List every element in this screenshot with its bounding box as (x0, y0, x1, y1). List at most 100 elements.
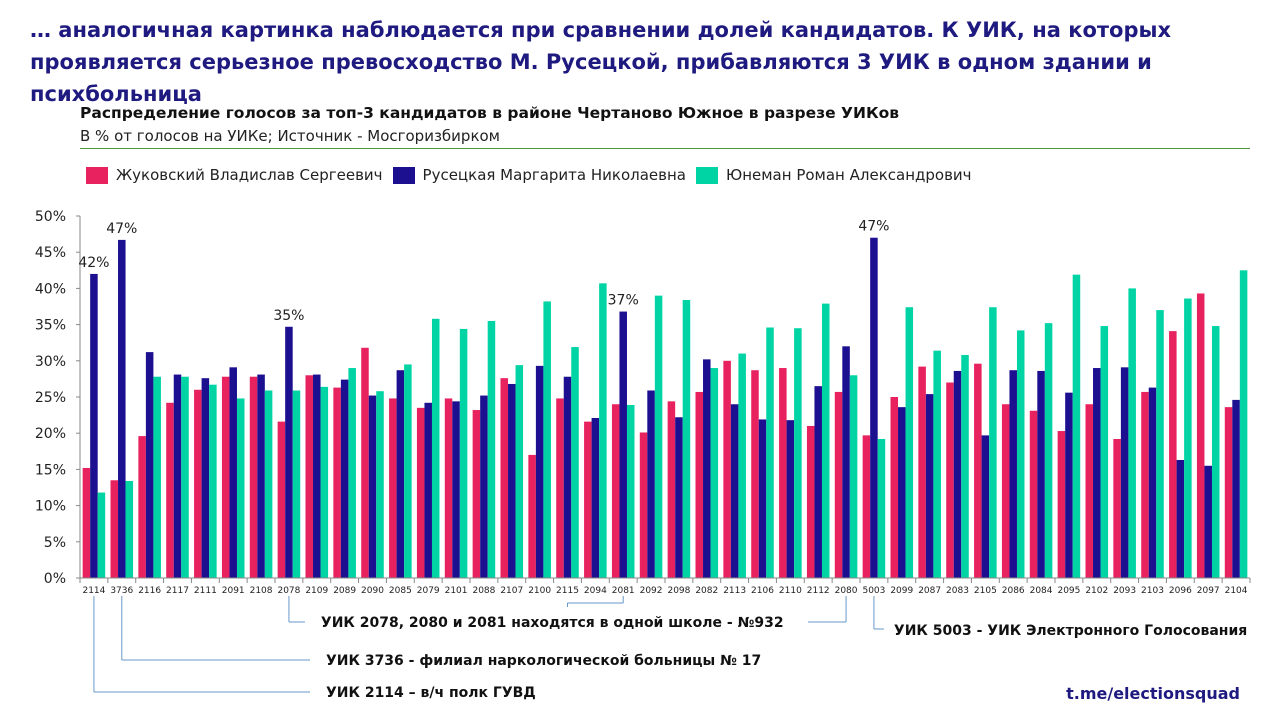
bar (543, 301, 551, 578)
x-tick-label: 2098 (667, 586, 690, 596)
bar (806, 425, 815, 578)
bar (528, 454, 536, 578)
bar (619, 311, 627, 578)
bar (989, 307, 997, 578)
x-tick-label: 2105 (974, 586, 997, 596)
bar (814, 386, 822, 578)
x-tick-label: 2096 (1169, 586, 1192, 596)
bar (376, 391, 384, 578)
legend-swatch-zhukovsky (86, 166, 108, 184)
bar (305, 375, 314, 578)
title-divider (80, 148, 1250, 149)
bar (890, 397, 899, 578)
bar (1196, 293, 1205, 578)
bar (292, 390, 301, 578)
bar (459, 328, 468, 578)
bar (97, 492, 106, 578)
bar (1085, 404, 1094, 578)
bar (779, 368, 787, 578)
bar (918, 366, 926, 578)
bar (277, 421, 286, 578)
bar (599, 283, 607, 578)
x-tick-label: 2100 (528, 586, 551, 596)
bar (264, 390, 273, 578)
x-tick-label: 5003 (862, 586, 885, 596)
bar (236, 398, 245, 578)
bar (487, 320, 496, 578)
bar (1184, 298, 1192, 578)
bar (221, 376, 230, 578)
footer-link[interactable]: t.me/electionsquad (1066, 684, 1240, 703)
bar (313, 374, 321, 578)
bar (1204, 465, 1212, 578)
bar (1057, 431, 1066, 578)
bar (842, 346, 850, 578)
x-tick-label: 2081 (612, 586, 635, 596)
bar (535, 365, 544, 578)
bar (1239, 270, 1248, 578)
bar (877, 438, 886, 578)
x-tick-label: 2110 (779, 586, 802, 596)
bar (675, 417, 683, 578)
legend-label-yuneman: Юнеман Роман Александрович (726, 166, 972, 184)
callout-label: УИК 2078, 2080 и 2081 находятся в одной … (321, 615, 784, 631)
bar (361, 347, 369, 578)
x-tick-label: 2086 (1002, 586, 1025, 596)
bar (1009, 370, 1017, 578)
bar (862, 435, 871, 578)
x-tick-label: 2078 (277, 586, 300, 596)
bar (404, 364, 412, 578)
bar (905, 307, 914, 578)
x-tick-label: 2083 (946, 586, 969, 596)
bar (1148, 387, 1157, 578)
bar (682, 299, 691, 578)
bar (209, 384, 217, 578)
bar (1176, 459, 1185, 578)
x-tick-label: 2108 (250, 586, 273, 596)
bar (166, 402, 174, 578)
bar (695, 391, 704, 578)
bar (257, 374, 265, 578)
bar (794, 328, 802, 578)
bar (626, 404, 635, 578)
bar (591, 417, 600, 578)
bar (639, 432, 648, 578)
bar (834, 391, 843, 578)
bar (1211, 326, 1220, 578)
bar (1001, 404, 1010, 578)
x-tick-label: 3736 (110, 586, 133, 596)
chart-title: Распределение голосов за топ-3 кандидато… (80, 104, 900, 122)
bar (452, 401, 460, 578)
bar (1113, 438, 1121, 578)
x-tick-label: 2097 (1197, 586, 1220, 596)
bar (333, 387, 341, 578)
bar (229, 367, 237, 578)
x-tick-label: 2088 (472, 586, 495, 596)
x-tick-label: 2085 (389, 586, 412, 596)
y-tick-label: 20% (35, 426, 66, 442)
bar (758, 419, 767, 578)
bar (584, 421, 592, 578)
y-tick-label: 40% (35, 281, 66, 297)
bar (738, 353, 746, 578)
x-tick-label: 2099 (890, 586, 913, 596)
bar (981, 435, 990, 578)
data-label: 35% (273, 308, 304, 324)
x-tick-label: 2107 (500, 586, 523, 596)
bar (1100, 326, 1109, 578)
bar (571, 347, 579, 578)
x-tick-label: 2112 (807, 586, 830, 596)
bar (1120, 367, 1129, 578)
x-tick-label: 2102 (1085, 586, 1108, 596)
data-label: 47% (858, 219, 889, 235)
bar (933, 350, 941, 578)
x-tick-label: 2114 (82, 586, 105, 596)
bar (751, 370, 759, 578)
chart-subtitle: В % от голосов на УИКе; Источник - Мосго… (80, 127, 500, 145)
chart-legend: Жуковский Владислав Сергеевич Русецкая М… (86, 164, 982, 186)
bar (340, 379, 349, 578)
bar (416, 407, 425, 578)
bar (368, 395, 377, 578)
bar (647, 390, 655, 578)
